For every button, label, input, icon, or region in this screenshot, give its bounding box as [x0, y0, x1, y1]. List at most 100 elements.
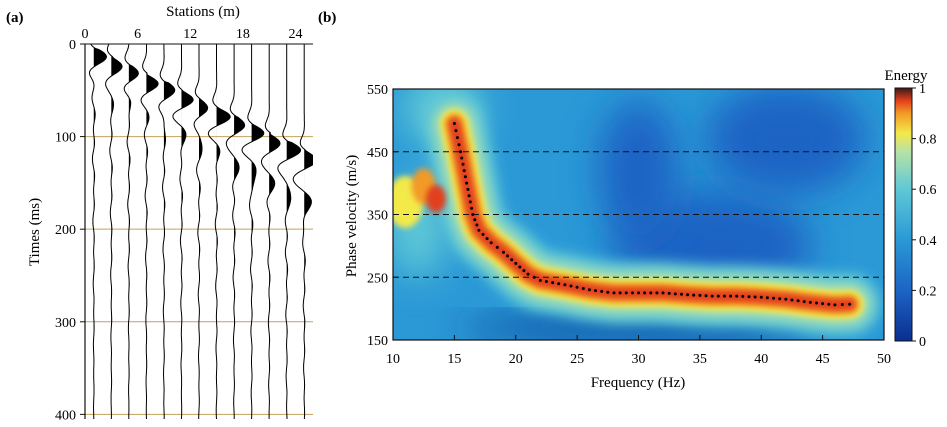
colorbar-tick-label: 0.8 — [919, 133, 937, 148]
dispersion-curve-point — [454, 129, 458, 133]
dispersion-curve-point — [502, 250, 505, 254]
dispersion-curve-point — [460, 156, 464, 160]
heatmap-region — [598, 100, 679, 241]
panel-b-x-ticks: 10 15 20 25 30 35 40 45 50 — [386, 335, 891, 367]
dispersion-curve-point — [612, 291, 616, 295]
panel-a-x-ticks: 0 6 12 18 24 — [82, 27, 303, 42]
panel-b-x-tick-label: 40 — [754, 352, 768, 367]
dispersion-curve-point — [471, 213, 475, 216]
seismic-trace-fill — [251, 44, 264, 419]
dispersion-curve-point — [477, 228, 481, 232]
dispersion-curve-point — [673, 292, 677, 296]
dispersion-curve-point — [704, 294, 708, 298]
dispersion-curve-point — [643, 291, 647, 295]
colorbar-ticks: 0 0.2 0.4 0.6 0.8 1 — [912, 82, 937, 350]
dispersion-curve-point — [606, 290, 610, 294]
panel-b-x-tick-label: 30 — [632, 352, 646, 367]
panel-a-y-tick-label: 200 — [55, 223, 76, 238]
panel-a-x-tick-label: 24 — [288, 27, 302, 42]
panel-b-x-axis-title: Frequency (Hz) — [591, 375, 686, 391]
dispersion-curve-point — [661, 291, 665, 295]
dispersion-curve-point — [815, 301, 818, 305]
panel-b-reference-lines — [393, 151, 884, 278]
dispersion-curve-point — [481, 232, 485, 236]
dispersion-curve-point — [796, 299, 800, 303]
heatmap-region — [705, 89, 866, 195]
dispersion-curve-point — [840, 303, 844, 306]
dispersion-curve-point — [465, 181, 469, 185]
dispersion-curve-point — [569, 284, 573, 288]
dispersion-curve-point — [587, 288, 591, 292]
dispersion-curve-point — [790, 298, 794, 302]
dispersion-curve-point — [729, 294, 733, 298]
dispersion-curve-point — [489, 241, 493, 245]
dispersion-curve-point — [510, 258, 514, 262]
panel-a-traces — [88, 44, 313, 419]
dispersion-curve-point — [506, 254, 510, 258]
seismic-trace-fill — [181, 44, 194, 419]
seismic-trace-fill — [304, 44, 313, 419]
panel-b-x-tick-label: 20 — [509, 352, 523, 367]
seismic-trace-fill — [146, 44, 159, 419]
seismic-trace — [158, 44, 176, 419]
dispersion-curve-point — [784, 297, 788, 301]
dispersion-curve-point — [667, 291, 671, 295]
seismic-trace-fill — [216, 44, 231, 419]
seismic-trace — [277, 44, 302, 419]
panel-b-y-tick-label: 350 — [367, 209, 388, 224]
dispersion-curve-point — [468, 200, 472, 204]
dispersion-curve-point — [455, 136, 459, 140]
dispersion-curve-point — [452, 122, 456, 125]
panel-a-y-tick-label: 0 — [69, 38, 76, 53]
dispersion-curve-point — [722, 294, 726, 298]
dispersion-curve-point — [462, 169, 466, 173]
seismic-trace — [292, 44, 313, 419]
dispersion-curve-point — [649, 291, 653, 295]
dispersion-curve-point — [778, 297, 782, 301]
seismic-trace — [105, 44, 123, 419]
panel-a-y-tick-label: 100 — [55, 131, 76, 146]
dispersion-curve-point — [698, 293, 702, 297]
colorbar-tick-label: 0.4 — [919, 234, 937, 249]
dispersion-curve-point — [624, 291, 628, 295]
panel-a-y-axis-title: Times (ms) — [27, 198, 43, 266]
dispersion-curve-point — [808, 300, 812, 304]
dispersion-curve-point — [821, 302, 825, 306]
dispersion-curve-point — [630, 291, 634, 295]
dispersion-curve-point — [759, 295, 763, 299]
panel-a: (a) Stations (m) Times (ms) 0 6 12 18 24 0 10… — [6, 4, 313, 423]
panel-a-y-ticks: 0 100 200 300 400 — [55, 38, 85, 423]
dispersion-curve-point — [827, 302, 831, 306]
dispersion-curve-point — [563, 283, 567, 287]
panel-a-y-tick-label: 400 — [55, 408, 76, 423]
panel-b-y-ticks: 150 250 350 450 550 — [367, 83, 398, 349]
panel-b-x-tick-label: 10 — [386, 352, 400, 367]
dispersion-curve-point — [692, 293, 696, 297]
seismic-trace — [225, 44, 246, 419]
panel-b-y-tick-label: 150 — [367, 334, 388, 349]
dispersion-curve-point — [833, 303, 837, 307]
panel-b-label: (b) — [318, 10, 336, 26]
seismic-trace — [88, 44, 108, 419]
dispersion-curve-point — [741, 294, 745, 298]
dispersion-curve-point — [475, 223, 479, 227]
panel-b-dispersion-curve — [452, 122, 852, 307]
dispersion-curve-point — [467, 194, 471, 198]
colorbar — [894, 87, 913, 342]
dispersion-curve-point — [485, 237, 489, 241]
panel-b-x-tick-label: 50 — [877, 352, 891, 367]
panel-b-x-tick-label: 35 — [693, 352, 707, 367]
seismic-trace-fill — [199, 44, 208, 419]
panel-a-x-tick-label: 12 — [183, 27, 197, 42]
dispersion-curve-point — [735, 294, 739, 298]
dispersion-curve-point — [532, 275, 536, 279]
panel-b-x-tick-label: 45 — [816, 352, 830, 367]
dispersion-curve-point — [686, 293, 690, 297]
panel-b-x-tick-label: 15 — [447, 352, 461, 367]
dispersion-curve-point — [466, 187, 470, 191]
seismic-trace-fill — [163, 44, 175, 419]
panel-a-x-tick-label: 18 — [236, 27, 250, 42]
dispersion-curve-point — [848, 302, 852, 306]
colorbar-tick-label: 0 — [919, 335, 926, 350]
